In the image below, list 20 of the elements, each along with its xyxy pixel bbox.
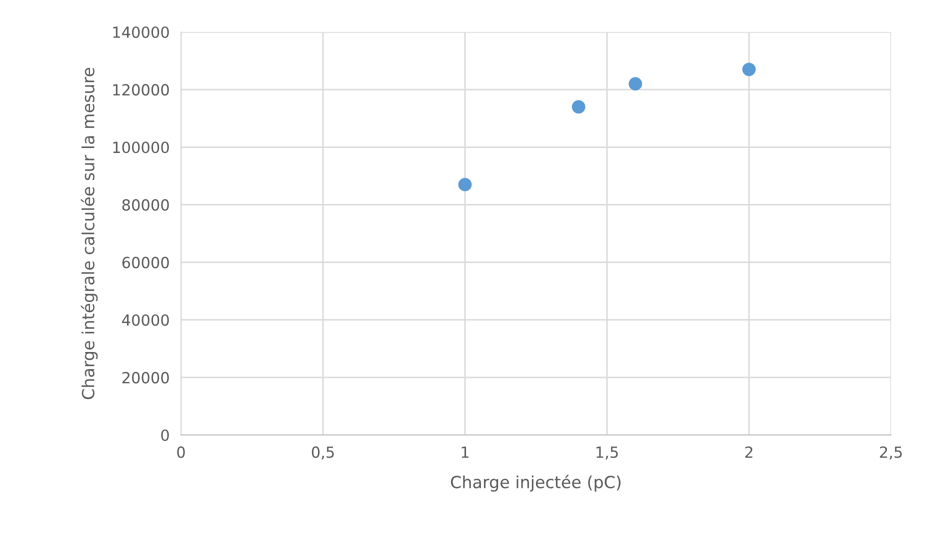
y-axis-title: Charge intégrale calculée sur la mesure [80, 68, 98, 400]
y-tick-label: 140000 [113, 26, 169, 38]
x-tick-label: 1 [462, 446, 468, 458]
point [742, 62, 756, 76]
point [458, 178, 472, 192]
x-axis-title: Charge injectée (pC) [450, 474, 621, 492]
point [572, 100, 586, 114]
y-tick-label: 60000 [122, 256, 169, 268]
y-tick-label: 80000 [122, 199, 169, 211]
y-tick-label: 20000 [122, 372, 169, 384]
x-tick-label: 2,5 [880, 446, 902, 460]
y-tick-label: 120000 [113, 84, 169, 96]
x-tick-label: 1,5 [596, 446, 618, 460]
x-tick-label: 0 [177, 446, 185, 458]
x-tick-label: 0,5 [312, 446, 334, 460]
y-tick-label: 40000 [122, 314, 169, 326]
y-tick-label: 0 [161, 429, 169, 442]
point [628, 77, 642, 91]
x-tick-label: 2 [745, 446, 752, 458]
y-tick-label: 100000 [113, 142, 169, 154]
